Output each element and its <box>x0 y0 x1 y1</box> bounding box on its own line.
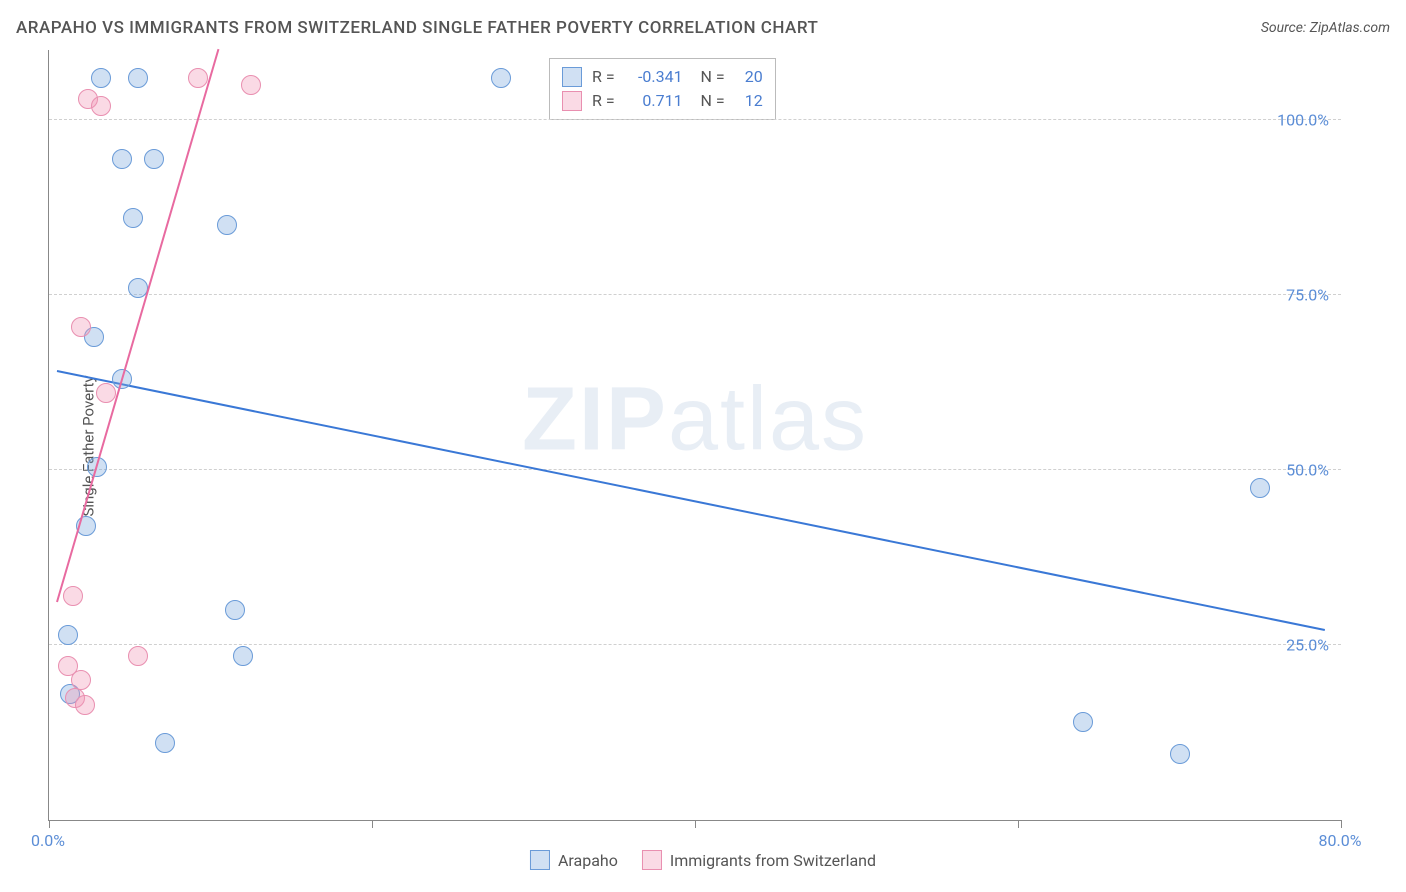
x-tick <box>1341 820 1342 828</box>
y-tick-label: 50.0% <box>1286 461 1329 480</box>
y-tick-label: 100.0% <box>1277 111 1329 130</box>
r-value: 0.711 <box>625 89 683 113</box>
n-label: N = <box>693 65 725 89</box>
chart-title: ARAPAHO VS IMMIGRANTS FROM SWITZERLAND S… <box>16 18 818 38</box>
legend-label: Immigrants from Switzerland <box>670 851 876 870</box>
data-point <box>123 208 143 228</box>
data-point <box>96 383 116 403</box>
data-point <box>144 149 164 169</box>
data-point <box>233 646 253 666</box>
series-swatch <box>530 850 550 870</box>
data-point <box>71 317 91 337</box>
stats-legend-box: R = -0.341 N = 20 R = 0.711 N = 12 <box>549 58 776 120</box>
r-label: R = <box>592 65 615 89</box>
x-tick <box>695 820 696 828</box>
data-point <box>128 68 148 88</box>
data-point <box>1250 478 1270 498</box>
x-tick-label: 0.0% <box>31 831 65 850</box>
watermark: ZIPatlas <box>522 368 868 471</box>
legend-label: Arapaho <box>558 851 618 870</box>
data-point <box>225 600 245 620</box>
data-point <box>188 68 208 88</box>
gridline <box>49 119 1341 120</box>
source-credit: Source: ZipAtlas.com <box>1261 20 1390 36</box>
data-point <box>217 215 237 235</box>
r-value: -0.341 <box>625 65 683 89</box>
data-point <box>63 586 83 606</box>
trend-line <box>57 370 1325 631</box>
series-swatch <box>562 91 582 111</box>
legend-item: Arapaho <box>530 850 618 870</box>
x-tick <box>372 820 373 828</box>
series-swatch <box>562 67 582 87</box>
y-tick-label: 75.0% <box>1286 286 1329 305</box>
data-point <box>241 75 261 95</box>
stats-row: R = -0.341 N = 20 <box>562 65 763 89</box>
n-label: N = <box>693 89 725 113</box>
data-point <box>91 96 111 116</box>
gridline <box>49 469 1341 470</box>
data-point <box>112 149 132 169</box>
data-point <box>1073 712 1093 732</box>
n-value: 20 <box>735 65 763 89</box>
scatter-plot: ZIPatlas R = -0.341 N = 20 R = 0.711 N = 12 2… <box>48 50 1341 821</box>
data-point <box>155 733 175 753</box>
x-tick <box>49 820 50 828</box>
data-point <box>91 68 111 88</box>
legend: Arapaho Immigrants from Switzerland <box>530 850 876 870</box>
stats-row: R = 0.711 N = 12 <box>562 89 763 113</box>
n-value: 12 <box>735 89 763 113</box>
y-tick-label: 25.0% <box>1286 636 1329 655</box>
gridline <box>49 294 1341 295</box>
x-tick-label: 80.0% <box>1319 831 1362 850</box>
r-label: R = <box>592 89 615 113</box>
data-point <box>75 695 95 715</box>
legend-item: Immigrants from Switzerland <box>642 850 876 870</box>
x-tick <box>1018 820 1019 828</box>
data-point <box>491 68 511 88</box>
series-swatch <box>642 850 662 870</box>
data-point <box>1170 744 1190 764</box>
data-point <box>58 625 78 645</box>
data-point <box>128 646 148 666</box>
